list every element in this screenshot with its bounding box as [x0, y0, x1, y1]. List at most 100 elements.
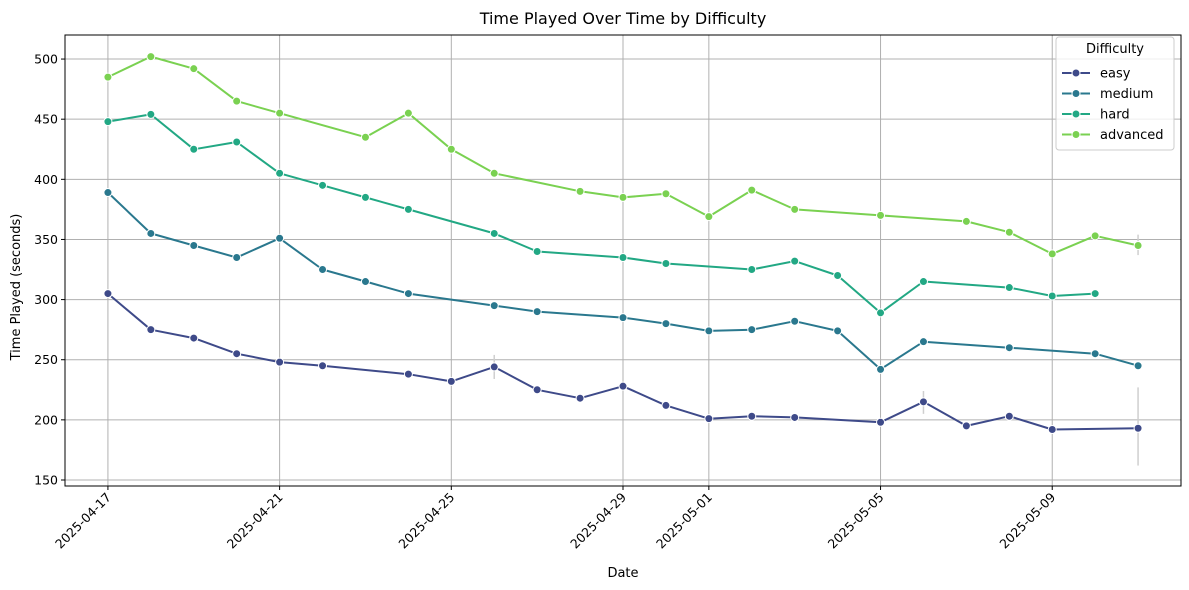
data-point-advanced: [1047, 249, 1057, 259]
data-point-hard: [918, 277, 928, 287]
data-point-medium: [318, 265, 328, 275]
y-tick-label: 150: [34, 472, 58, 487]
legend-marker: [1071, 68, 1081, 78]
data-point-easy: [103, 289, 113, 299]
series-easy: [103, 289, 1143, 434]
chart-title: Time Played Over Time by Difficulty: [479, 9, 767, 28]
data-point-medium: [532, 307, 542, 317]
data-point-hard: [275, 168, 285, 178]
legend-item-easy: easy: [1062, 67, 1131, 82]
data-point-advanced: [961, 216, 971, 226]
series-medium: [103, 188, 1143, 374]
data-point-hard: [232, 137, 242, 147]
y-tick-label: 250: [34, 352, 58, 367]
data-point-easy: [189, 333, 199, 343]
legend-item-hard: hard: [1062, 108, 1130, 123]
legend-label: medium: [1100, 87, 1153, 102]
data-point-medium: [747, 325, 757, 335]
data-point-hard: [1090, 289, 1100, 299]
data-point-easy: [446, 376, 456, 386]
data-point-medium: [1133, 361, 1143, 371]
data-point-medium: [103, 188, 113, 198]
series-hard: [103, 109, 1100, 318]
data-point-easy: [790, 412, 800, 422]
legend-item-advanced: advanced: [1062, 128, 1164, 143]
data-point-medium: [876, 364, 886, 374]
data-point-medium: [146, 228, 156, 238]
data-point-hard: [146, 109, 156, 119]
series-advanced: [103, 52, 1143, 259]
legend-title: Difficulty: [1086, 42, 1144, 57]
data-point-medium: [403, 289, 413, 299]
data-point-easy: [618, 381, 628, 391]
y-axis-label: Time Played (seconds): [9, 214, 24, 362]
data-point-medium: [790, 316, 800, 326]
series-group: [103, 52, 1143, 434]
data-point-easy: [961, 421, 971, 431]
data-point-hard: [1047, 291, 1057, 301]
data-point-easy: [747, 411, 757, 421]
data-point-medium: [918, 337, 928, 347]
data-point-easy: [275, 357, 285, 367]
legend-label: advanced: [1100, 128, 1164, 143]
legend-label: hard: [1100, 108, 1130, 123]
x-axis-label: Date: [607, 566, 638, 581]
series-line-hard: [107, 113, 1096, 314]
data-point-medium: [1004, 343, 1014, 353]
legend-item-medium: medium: [1062, 87, 1153, 102]
legend-box: [1055, 36, 1175, 151]
legend-marker: [1071, 89, 1081, 98]
data-point-easy: [704, 414, 714, 424]
data-point-medium: [704, 326, 714, 336]
data-point-easy: [1047, 424, 1057, 434]
grid: [65, 35, 1181, 486]
legend: Difficulty easy medium hard advanced: [1055, 36, 1175, 151]
data-point-medium: [275, 233, 285, 243]
y-tick-label: 200: [34, 412, 58, 427]
data-point-easy: [403, 369, 413, 379]
data-point-hard: [532, 246, 542, 256]
data-point-easy: [575, 393, 585, 403]
data-point-easy: [146, 325, 156, 335]
data-point-hard: [1004, 283, 1014, 293]
data-point-easy: [1004, 411, 1014, 421]
data-point-advanced: [790, 204, 800, 214]
y-tick-label: 300: [34, 292, 58, 307]
data-point-easy: [532, 385, 542, 395]
y-tick-label: 400: [34, 172, 58, 187]
data-point-hard: [747, 265, 757, 275]
data-point-advanced: [575, 186, 585, 196]
data-point-hard: [790, 256, 800, 266]
legend-marker: [1071, 130, 1081, 139]
data-point-advanced: [446, 144, 456, 154]
data-point-easy: [918, 397, 928, 407]
data-point-hard: [661, 259, 671, 269]
data-point-advanced: [360, 132, 370, 142]
y-tick-label: 500: [34, 52, 58, 67]
data-point-hard: [403, 204, 413, 214]
data-point-advanced: [876, 210, 886, 220]
data-point-hard: [189, 144, 199, 154]
data-point-medium: [489, 301, 499, 311]
data-point-advanced: [704, 212, 714, 222]
data-point-hard: [833, 271, 843, 281]
data-point-medium: [833, 326, 843, 336]
data-point-medium: [1090, 349, 1100, 359]
data-point-advanced: [189, 64, 199, 74]
data-point-easy: [876, 417, 886, 427]
y-tick-label: 450: [34, 112, 58, 127]
y-tick-label: 350: [34, 232, 58, 247]
data-point-advanced: [1090, 231, 1100, 241]
data-point-easy: [1133, 423, 1143, 433]
data-point-advanced: [618, 192, 628, 202]
data-point-advanced: [661, 189, 671, 199]
data-point-medium: [618, 313, 628, 323]
data-point-medium: [189, 240, 199, 250]
data-point-advanced: [489, 168, 499, 178]
series-line-easy: [107, 292, 1139, 431]
data-point-medium: [661, 319, 671, 329]
data-point-advanced: [403, 108, 413, 118]
legend-marker: [1071, 109, 1081, 119]
